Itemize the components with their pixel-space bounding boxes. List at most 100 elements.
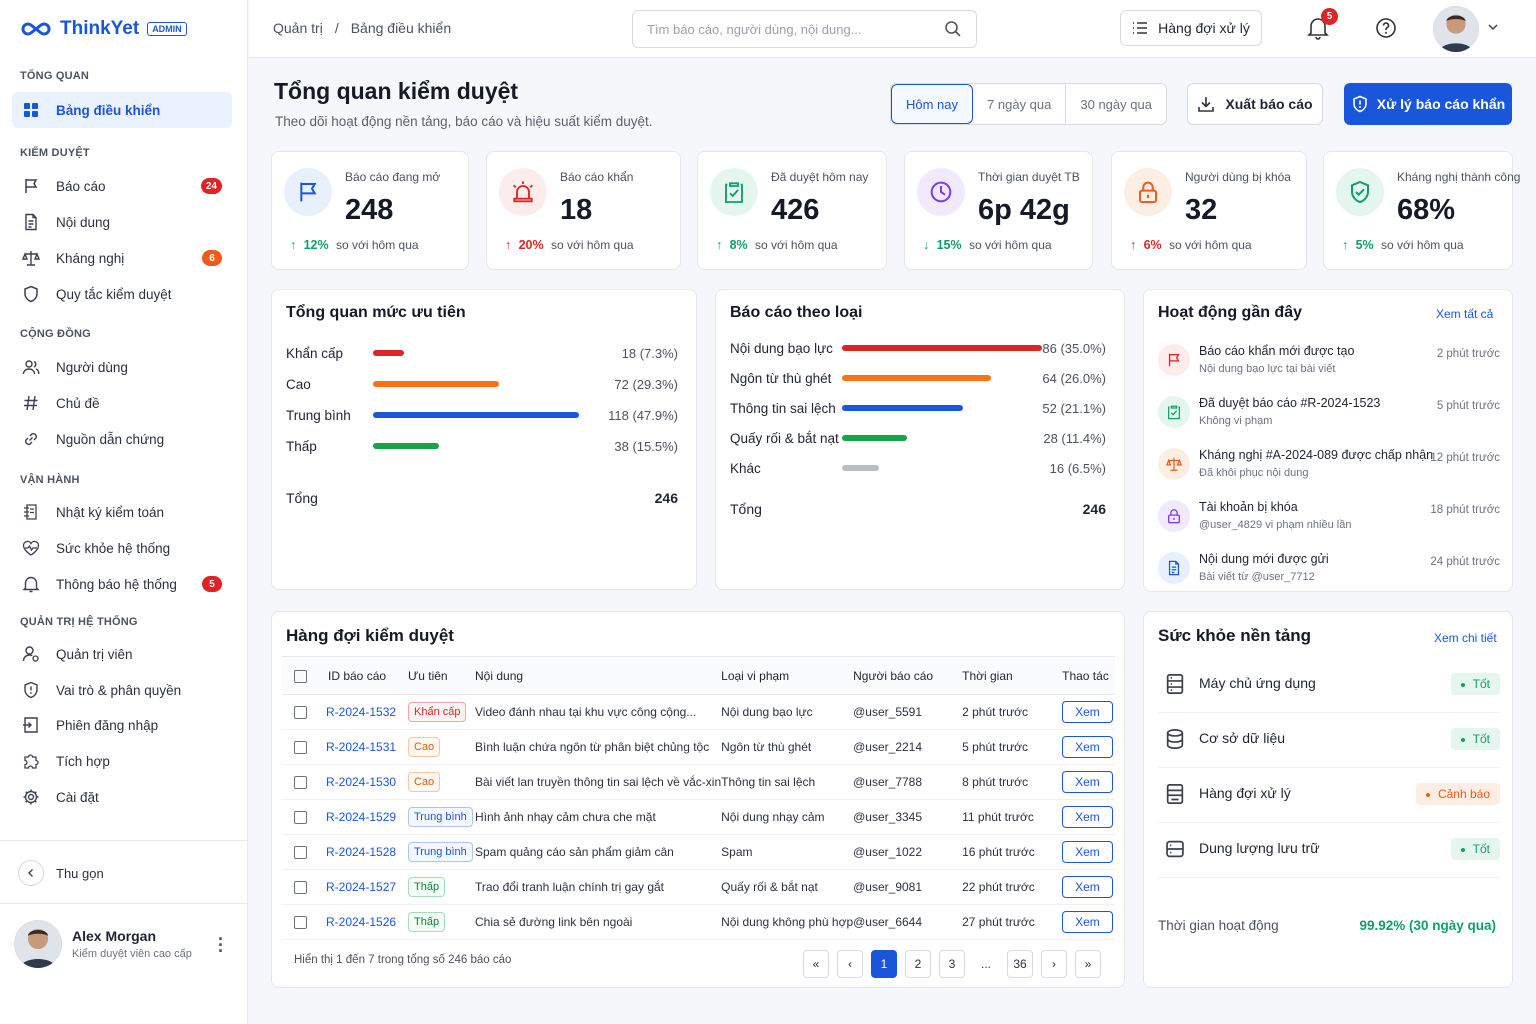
column-header[interactable]: Người báo cáo	[853, 656, 963, 695]
page-button[interactable]: ‹	[837, 950, 863, 978]
avatar[interactable]	[1433, 6, 1479, 52]
range-7-days[interactable]: 7 ngày qua	[973, 84, 1067, 124]
view-details-link[interactable]: Xem chi tiết	[1434, 631, 1497, 645]
sidebar-item[interactable]: Kháng nghị 6	[12, 240, 232, 276]
row-checkbox[interactable]	[294, 846, 307, 860]
bar-row[interactable]: Thông tin sai lệch 52 (21.1%)	[730, 398, 1106, 418]
activity-item[interactable]: Kháng nghị #A-2024-089 được chấp nhận Đã…	[1158, 444, 1500, 488]
column-header[interactable]: Thời gian	[962, 656, 1063, 695]
table-row[interactable]: R-2024-1529 Trung bình Hình ảnh nhạy cảm…	[282, 799, 1115, 835]
row-checkbox[interactable]	[294, 741, 307, 755]
table-row[interactable]: R-2024-1531 Cao Bình luận chứa ngôn từ p…	[282, 729, 1115, 765]
view-all-activity-link[interactable]: Xem tất cả	[1436, 307, 1494, 321]
report-id-link[interactable]: R-2024-1528	[316, 834, 404, 870]
notifications-button[interactable]: 5	[1307, 8, 1338, 43]
health-row[interactable]: Hàng đợi xử lý Cảnh báo	[1158, 767, 1500, 823]
bar-row[interactable]: Thấp 38 (15.5%)	[286, 436, 678, 456]
report-id-link[interactable]: R-2024-1526	[316, 904, 404, 940]
table-row[interactable]: R-2024-1530 Cao Bài viết lan truyền thôn…	[282, 764, 1115, 800]
handle-urgent-reports-button[interactable]: Xử lý báo cáo khẩn	[1344, 83, 1512, 125]
row-checkbox[interactable]	[294, 881, 307, 895]
bar-row[interactable]: Nội dung bạo lực 86 (35.0%)	[730, 338, 1106, 358]
bar-row[interactable]: Khác 16 (6.5%)	[730, 458, 1106, 478]
sidebar-item[interactable]: Nguồn dẫn chứng	[12, 421, 232, 457]
select-all-checkbox[interactable]	[294, 669, 307, 683]
page-button[interactable]: 1	[871, 950, 897, 978]
row-checkbox[interactable]	[294, 916, 307, 930]
sidebar-item[interactable]: Thông báo hệ thống 5	[12, 566, 232, 602]
kpi-card[interactable]: Kháng nghị thành công 68% ↑ 5% so với hô…	[1323, 151, 1520, 270]
view-button[interactable]: Xem	[1062, 771, 1113, 793]
page-button[interactable]: »	[1075, 950, 1101, 978]
health-row[interactable]: Dung lượng lưu trữ Tốt	[1158, 822, 1500, 878]
search-icon[interactable]	[944, 20, 962, 38]
sidebar-item[interactable]: Quản trị viên	[12, 636, 232, 672]
sidebar-item[interactable]: Tích hợp	[12, 743, 232, 779]
column-header[interactable]: Loại vi phạm	[721, 656, 854, 695]
range-today[interactable]: Hôm nay	[891, 84, 974, 124]
sidebar-item[interactable]: Phiên đăng nhập	[12, 707, 232, 743]
report-id-link[interactable]: R-2024-1529	[316, 799, 404, 835]
view-button[interactable]: Xem	[1062, 806, 1113, 828]
view-button[interactable]: Xem	[1062, 876, 1113, 898]
view-button[interactable]: Xem	[1062, 911, 1113, 933]
export-report-button[interactable]: Xuất báo cáo	[1187, 83, 1323, 125]
health-row[interactable]: Cơ sở dữ liệu Tốt	[1158, 712, 1500, 768]
chevron-down-icon[interactable]	[1487, 22, 1499, 32]
kpi-card[interactable]: Người dùng bị khóa 32 ↑ 6% so với hôm qu…	[1111, 151, 1307, 270]
health-row[interactable]: Máy chủ ứng dụng Tốt	[1158, 657, 1500, 713]
page-button[interactable]: 36	[1007, 950, 1033, 978]
sidebar-item[interactable]: Chủ đề	[12, 385, 232, 421]
sidebar-item[interactable]: Người dùng	[12, 349, 232, 385]
help-button[interactable]	[1375, 17, 1397, 42]
page-button[interactable]: «	[803, 950, 829, 978]
processing-queue-button[interactable]: Hàng đợi xử lý	[1120, 10, 1262, 46]
report-id-link[interactable]: R-2024-1530	[316, 764, 404, 800]
bar-row[interactable]: Ngôn từ thù ghét 64 (26.0%)	[730, 368, 1106, 388]
sidebar-item[interactable]: Báo cáo 24	[12, 168, 232, 204]
collapse-button[interactable]: Thu gọn	[18, 860, 104, 886]
kpi-card[interactable]: Báo cáo đang mở 248 ↑ 12% so với hôm qua	[271, 151, 469, 270]
table-row[interactable]: R-2024-1527 Thấp Trao đổi tranh luận chí…	[282, 869, 1115, 905]
table-row[interactable]: R-2024-1528 Trung bình Spam quảng cáo sả…	[282, 834, 1115, 870]
brand-logo[interactable]: ThinkYet ADMIN	[20, 18, 187, 40]
sidebar-item[interactable]: Sức khỏe hệ thống	[12, 530, 232, 566]
report-id-link[interactable]: R-2024-1527	[316, 869, 404, 905]
bar-row[interactable]: Cao 72 (29.3%)	[286, 374, 678, 394]
activity-item[interactable]: Báo cáo khẩn mới được tạo Nội dung bạo l…	[1158, 340, 1500, 384]
bar-row[interactable]: Quấy rối & bắt nạt 28 (11.4%)	[730, 428, 1106, 448]
kpi-card[interactable]: Thời gian duyệt TB 6p 42g ↓ 15% so với h…	[904, 151, 1093, 270]
breadcrumb-item[interactable]: Quản trị	[273, 20, 323, 36]
current-user[interactable]: Alex Morgan Kiểm duyệt viên cao cấp	[14, 920, 192, 968]
activity-item[interactable]: Tài khoản bị khóa @user_4829 vi phạm nhi…	[1158, 496, 1500, 540]
view-button[interactable]: Xem	[1062, 736, 1113, 758]
activity-item[interactable]: Nội dung mới được gửi Bài viết từ @user_…	[1158, 548, 1500, 592]
row-checkbox[interactable]	[294, 706, 307, 720]
kpi-card[interactable]: Đã duyệt hôm nay 426 ↑ 8% so với hôm qua	[697, 151, 887, 270]
table-row[interactable]: R-2024-1526 Thấp Chia sẻ đường link bên …	[282, 904, 1115, 940]
report-id-link[interactable]: R-2024-1532	[316, 694, 404, 730]
sidebar-item[interactable]: Vai trò & phân quyền	[12, 672, 232, 708]
activity-item[interactable]: Đã duyệt báo cáo #R-2024-1523 Không vi p…	[1158, 392, 1500, 436]
page-button[interactable]: ›	[1041, 950, 1067, 978]
column-header[interactable]: Nội dung	[475, 656, 722, 695]
row-checkbox[interactable]	[294, 776, 307, 790]
sidebar-item[interactable]: Quy tắc kiểm duyệt	[12, 276, 232, 312]
sidebar-item[interactable]: Bảng điều khiển	[12, 92, 232, 128]
bar-row[interactable]: Khẩn cấp 18 (7.3%)	[286, 343, 678, 363]
sidebar-item[interactable]: Nội dung	[12, 204, 232, 240]
view-button[interactable]: Xem	[1062, 841, 1113, 863]
report-id-link[interactable]: R-2024-1531	[316, 729, 404, 765]
range-30-days[interactable]: 30 ngày qua	[1080, 96, 1152, 112]
sidebar-item[interactable]: Nhật ký kiểm toán	[12, 494, 232, 530]
kpi-card[interactable]: Báo cáo khẩn 18 ↑ 20% so với hôm qua	[486, 151, 681, 270]
view-button[interactable]: Xem	[1062, 701, 1113, 723]
bar-row[interactable]: Trung bình 118 (47.9%)	[286, 405, 678, 425]
row-checkbox[interactable]	[294, 811, 307, 825]
search-input[interactable]	[647, 21, 927, 37]
page-button[interactable]: 2	[905, 950, 931, 978]
table-row[interactable]: R-2024-1532 Khẩn cấp Video đánh nhau tại…	[282, 694, 1115, 730]
more-vertical-icon[interactable]: · · ·	[218, 929, 224, 961]
page-button[interactable]: 3	[939, 950, 965, 978]
column-header[interactable]: Ưu tiên	[404, 656, 475, 695]
